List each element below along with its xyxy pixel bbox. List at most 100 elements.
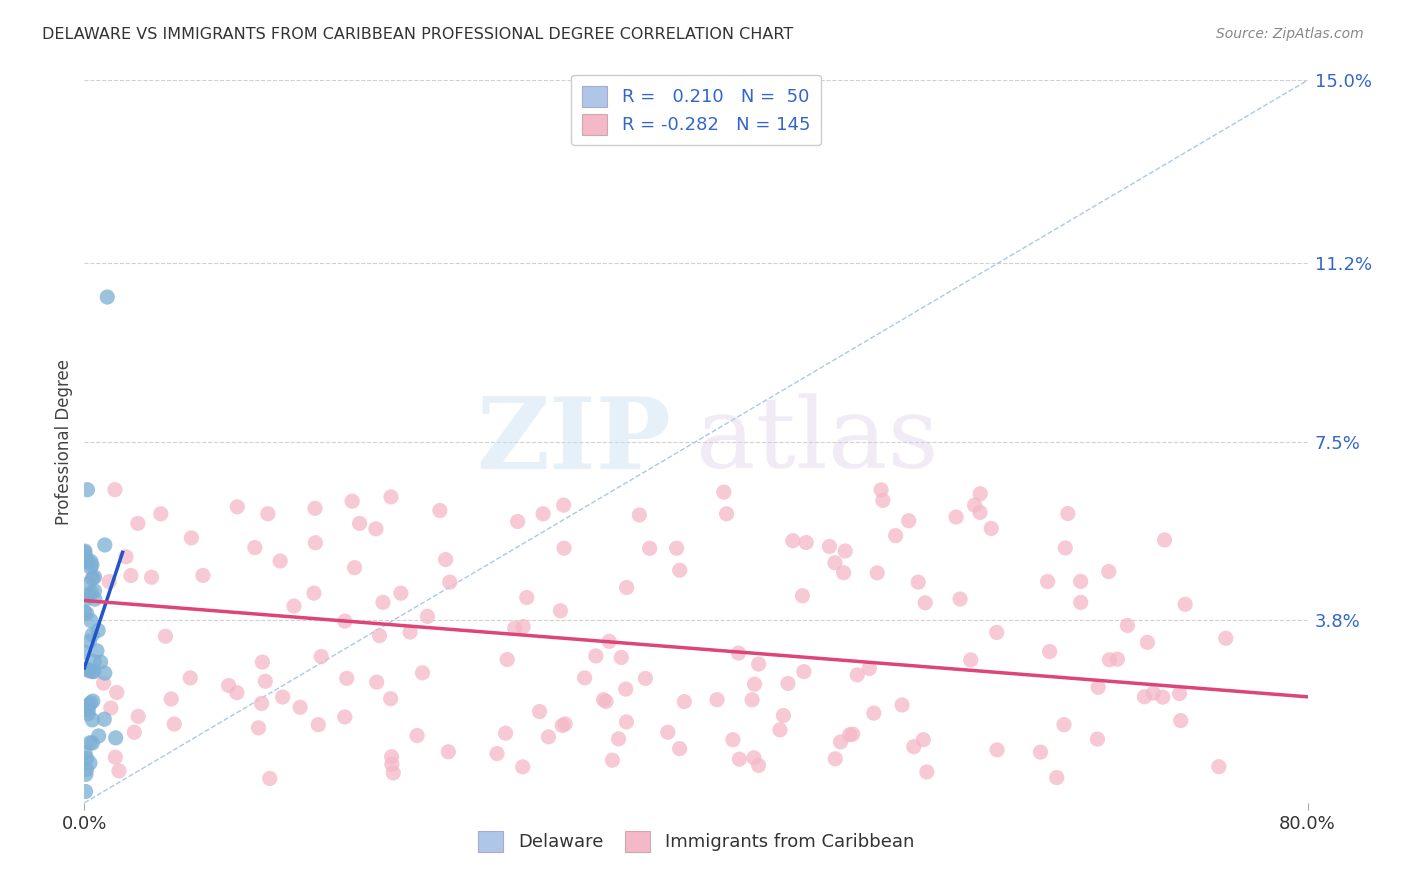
Point — [1107, 652, 1129, 666]
Point — [349, 516, 371, 531]
Point — [336, 671, 359, 685]
Point — [243, 541, 266, 555]
Point — [959, 653, 981, 667]
Point — [551, 718, 574, 732]
Point — [834, 544, 856, 558]
Point — [634, 671, 657, 685]
Point — [531, 507, 554, 521]
Point — [553, 498, 575, 512]
Point — [75, 553, 97, 567]
Point — [503, 621, 526, 635]
Point — [83, 655, 105, 669]
Point — [429, 503, 451, 517]
Point — [1029, 745, 1052, 759]
Point — [90, 655, 112, 669]
Point — [628, 508, 651, 522]
Point — [79, 756, 101, 770]
Point — [907, 575, 929, 590]
Point — [257, 507, 280, 521]
Point — [1053, 717, 1076, 731]
Point — [77, 703, 100, 717]
Point — [607, 731, 630, 746]
Point — [77, 589, 100, 603]
Point — [1098, 565, 1121, 579]
Point — [668, 563, 690, 577]
Point — [179, 671, 201, 685]
Point — [592, 692, 614, 706]
Point — [1098, 653, 1121, 667]
Point — [912, 732, 935, 747]
Point — [1153, 533, 1175, 547]
Text: DELAWARE VS IMMIGRANTS FROM CARIBBEAN PROFESSIONAL DEGREE CORRELATION CHART: DELAWARE VS IMMIGRANTS FROM CARIBBEAN PR… — [42, 27, 793, 42]
Point — [108, 764, 131, 778]
Point — [120, 568, 142, 582]
Point — [537, 730, 560, 744]
Point — [115, 549, 138, 564]
Point — [79, 736, 101, 750]
Point — [969, 487, 991, 501]
Point — [782, 533, 804, 548]
Point — [247, 721, 270, 735]
Point — [76, 763, 98, 777]
Point — [668, 741, 690, 756]
Point — [872, 493, 894, 508]
Point — [1116, 618, 1139, 632]
Point — [333, 710, 356, 724]
Point — [104, 750, 127, 764]
Point — [75, 592, 97, 607]
Point — [585, 648, 607, 663]
Point — [180, 531, 202, 545]
Point — [76, 607, 98, 621]
Point — [554, 717, 576, 731]
Point — [1039, 644, 1062, 658]
Point — [1136, 635, 1159, 649]
Text: Source: ZipAtlas.com: Source: ZipAtlas.com — [1216, 27, 1364, 41]
Point — [254, 674, 277, 689]
Point — [83, 584, 105, 599]
Point — [945, 510, 967, 524]
Point — [340, 494, 363, 508]
Point — [741, 693, 763, 707]
Point — [73, 746, 96, 760]
Point — [87, 624, 110, 638]
Point — [269, 554, 291, 568]
Point — [969, 505, 991, 519]
Point — [83, 592, 105, 607]
Point — [73, 702, 96, 716]
Point — [891, 698, 914, 712]
Point — [93, 712, 115, 726]
Point — [769, 723, 792, 737]
Point — [665, 541, 688, 556]
Point — [83, 570, 105, 584]
Point — [381, 757, 404, 772]
Point — [304, 501, 326, 516]
Legend: Delaware, Immigrants from Caribbean: Delaware, Immigrants from Caribbean — [471, 823, 921, 859]
Point — [382, 765, 405, 780]
Point — [980, 521, 1002, 535]
Point — [283, 599, 305, 613]
Point — [858, 661, 880, 675]
Point — [776, 676, 799, 690]
Point — [616, 714, 638, 729]
Point — [1208, 760, 1230, 774]
Point — [824, 556, 846, 570]
Point — [77, 577, 100, 591]
Point — [406, 729, 429, 743]
Point — [884, 528, 907, 542]
Point — [76, 483, 98, 497]
Point — [82, 713, 104, 727]
Point — [127, 516, 149, 531]
Point — [439, 575, 461, 590]
Point — [824, 752, 846, 766]
Point — [411, 665, 433, 680]
Point — [307, 717, 329, 731]
Point — [915, 764, 938, 779]
Point — [706, 692, 728, 706]
Point — [838, 728, 860, 742]
Point — [1152, 690, 1174, 705]
Point — [368, 629, 391, 643]
Point — [304, 535, 326, 549]
Point — [1056, 507, 1078, 521]
Point — [748, 657, 770, 672]
Point — [846, 668, 869, 682]
